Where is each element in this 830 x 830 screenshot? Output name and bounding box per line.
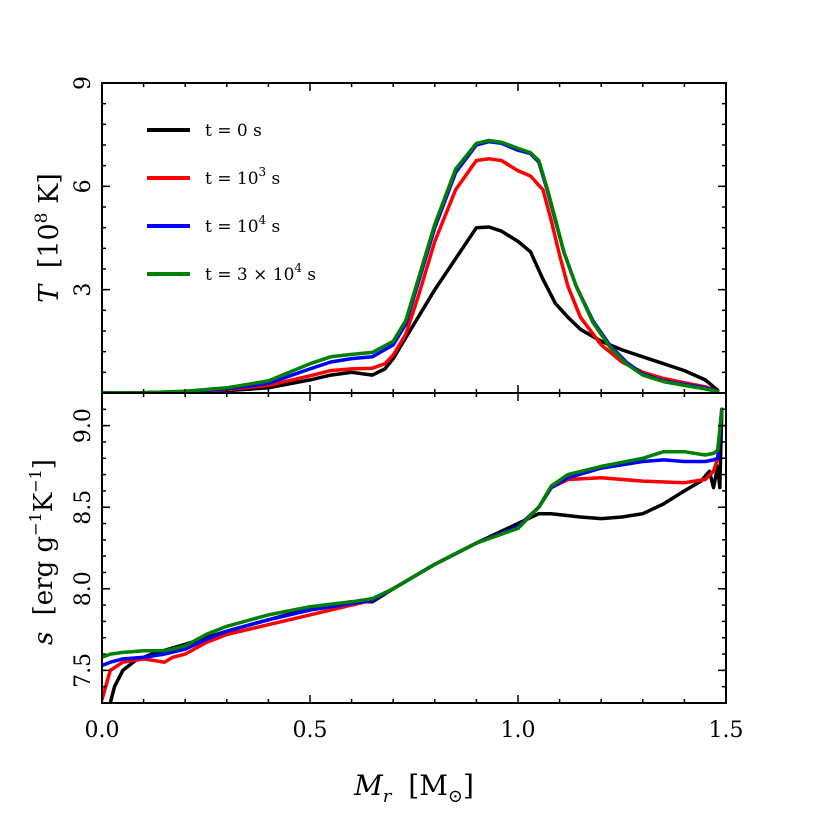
bottom-y-axis-label: s [erg g−1K−1] bbox=[26, 459, 59, 645]
x-tick-label: 0.5 bbox=[293, 718, 328, 743]
bottom-ticks-group: 7.5 8.0 8.5 9.0 0.0 0.5 1.0 1.5 bbox=[71, 392, 744, 743]
top-series-group bbox=[102, 138, 720, 393]
legend: t = 0 s t = 103 s t = 104 s t = 3 × 104 s bbox=[147, 121, 316, 285]
y-tick-label: 9 bbox=[71, 76, 96, 90]
x-axis-label: Mr [M⊙] bbox=[353, 769, 474, 809]
legend-label-2: t = 104 s bbox=[205, 213, 280, 237]
bottom-axes-frame bbox=[101, 392, 727, 704]
legend-label-0: t = 0 s bbox=[205, 121, 262, 141]
y-tick-label: 7.5 bbox=[71, 653, 96, 688]
y-tick-label: 3 bbox=[71, 283, 96, 297]
top-y-axis-label: T [108 K] bbox=[32, 173, 65, 303]
y-tick-label: 9.0 bbox=[71, 408, 96, 443]
bottom-series-group bbox=[102, 407, 724, 703]
x-tick-label: 1.0 bbox=[501, 718, 536, 743]
x-tick-label: 1.5 bbox=[709, 718, 744, 743]
series-line-T-0 bbox=[102, 225, 720, 393]
legend-label-1: t = 103 s bbox=[205, 165, 280, 189]
series-line-T-1 bbox=[102, 157, 720, 393]
series-line-s-3 bbox=[102, 407, 724, 660]
bottom-panel-entropy: 7.58.08.59.00.0 0.5 1.0 1.5 s [erg g−1K−1] … bbox=[26, 392, 744, 809]
legend-label-3: t = 3 × 104 s bbox=[205, 261, 316, 285]
y-tick-label: 8.0 bbox=[71, 571, 96, 606]
x-tick-label: 0.0 bbox=[85, 718, 120, 743]
series-line-T-3 bbox=[102, 138, 720, 393]
y-tick-label: 6 bbox=[71, 179, 96, 193]
y-tick-label: 8.5 bbox=[71, 490, 96, 525]
